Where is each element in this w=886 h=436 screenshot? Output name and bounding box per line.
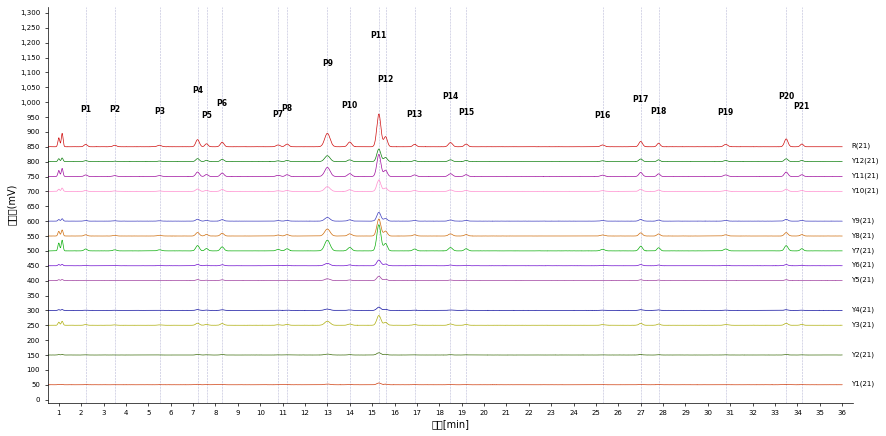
Text: P3: P3 bbox=[154, 106, 165, 116]
Text: Y9(21): Y9(21) bbox=[851, 217, 874, 224]
Text: Y11(21): Y11(21) bbox=[851, 173, 879, 179]
Text: P8: P8 bbox=[282, 104, 292, 112]
Text: P19: P19 bbox=[718, 108, 734, 117]
Text: P6: P6 bbox=[217, 99, 228, 108]
Y-axis label: 吉尼度(mV): 吉尼度(mV) bbox=[7, 184, 17, 225]
Text: Y6(21): Y6(21) bbox=[851, 262, 874, 269]
Text: Y4(21): Y4(21) bbox=[851, 307, 874, 313]
Text: P14: P14 bbox=[442, 92, 459, 101]
Text: Y2(21): Y2(21) bbox=[851, 351, 874, 358]
Text: P4: P4 bbox=[192, 86, 203, 95]
X-axis label: 时间[min]: 时间[min] bbox=[431, 419, 470, 429]
Text: P13: P13 bbox=[407, 109, 423, 119]
Text: P18: P18 bbox=[650, 106, 667, 116]
Text: Y10(21): Y10(21) bbox=[851, 187, 879, 194]
Text: P11: P11 bbox=[370, 31, 387, 40]
Text: P17: P17 bbox=[633, 95, 649, 104]
Text: R(21): R(21) bbox=[851, 143, 870, 150]
Text: P5: P5 bbox=[201, 111, 212, 120]
Text: P1: P1 bbox=[80, 105, 91, 114]
Text: P10: P10 bbox=[342, 101, 358, 109]
Text: Y7(21): Y7(21) bbox=[851, 247, 874, 254]
Text: P15: P15 bbox=[458, 108, 474, 117]
Text: P2: P2 bbox=[109, 105, 120, 114]
Text: P21: P21 bbox=[794, 102, 810, 111]
Text: Y3(21): Y3(21) bbox=[851, 321, 874, 328]
Text: P9: P9 bbox=[322, 59, 333, 68]
Text: Y12(21): Y12(21) bbox=[851, 158, 879, 164]
Text: Y5(21): Y5(21) bbox=[851, 277, 874, 283]
Text: P20: P20 bbox=[778, 92, 795, 101]
Text: Y8(21): Y8(21) bbox=[851, 232, 874, 238]
Text: P16: P16 bbox=[595, 111, 610, 120]
Text: P12: P12 bbox=[377, 75, 393, 84]
Text: Y1(21): Y1(21) bbox=[851, 381, 874, 388]
Text: P7: P7 bbox=[273, 109, 284, 119]
